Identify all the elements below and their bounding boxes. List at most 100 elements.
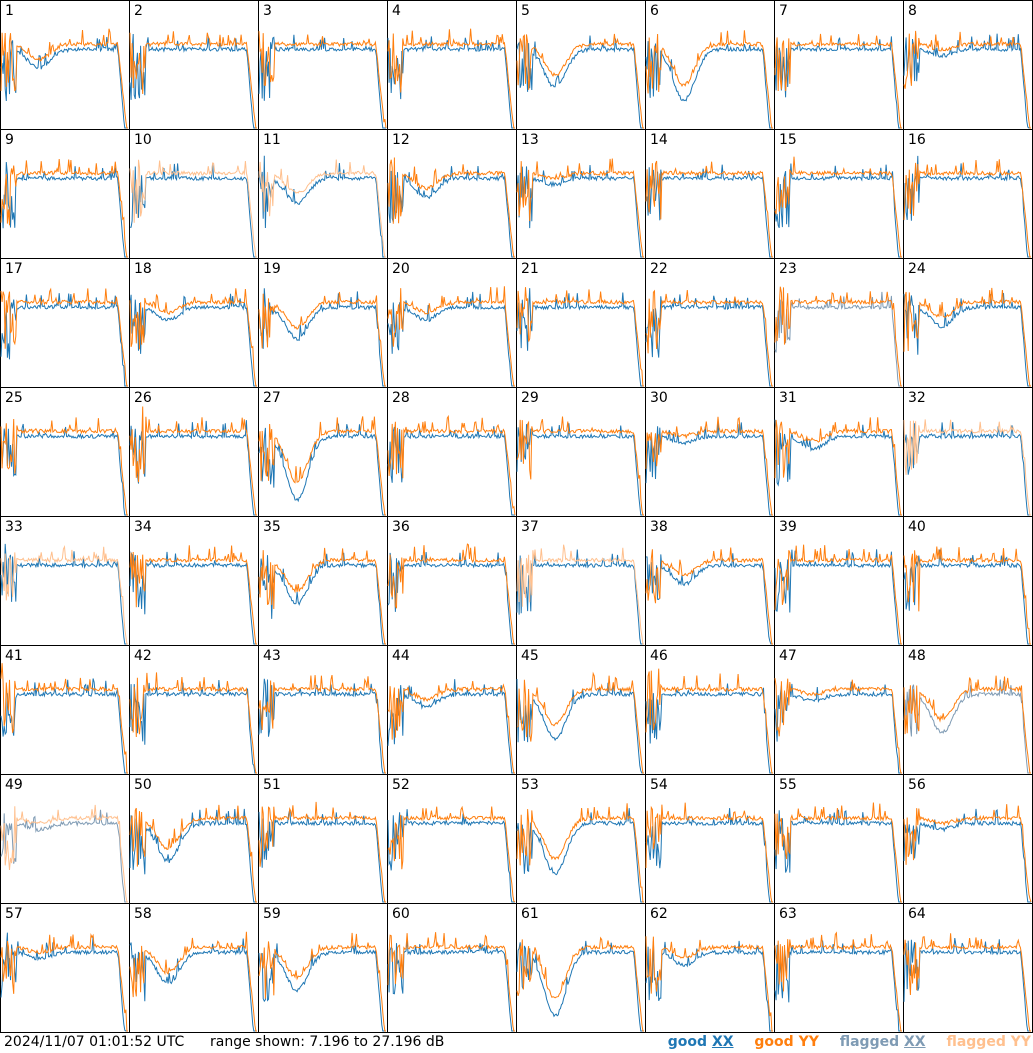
panel-frame [129, 903, 259, 1033]
panel-label: 16 [908, 132, 926, 148]
panel-label: 12 [392, 132, 410, 148]
series-xx [0, 932, 128, 1032]
series-xx [903, 938, 1031, 1032]
panel-frame [645, 516, 775, 646]
series-xx [774, 163, 902, 258]
panel-label: 47 [779, 648, 797, 664]
panel-36: 36 [387, 516, 517, 646]
panel-label: 19 [263, 261, 281, 277]
series-xx [130, 163, 257, 258]
series-xx [516, 940, 644, 1032]
panel-49: 49 [0, 774, 130, 904]
panel-frame [129, 258, 259, 388]
series-xx [129, 33, 257, 129]
panel-label: 3 [263, 3, 272, 19]
panel-frame [0, 0, 130, 130]
series-yy [516, 803, 644, 903]
series-yy [387, 681, 515, 774]
panel-11: 11 [258, 129, 388, 259]
series-xx [516, 164, 644, 258]
panel-label: 38 [650, 519, 668, 535]
panel-47: 47 [774, 645, 904, 775]
panel-3: 3 [258, 0, 388, 130]
panel-label: 56 [908, 777, 926, 793]
series-yy [258, 801, 386, 903]
panel-label: 61 [521, 906, 539, 922]
panel-label: 57 [5, 906, 23, 922]
series-xx [129, 808, 257, 903]
panel-34: 34 [129, 516, 259, 646]
series-xx [0, 161, 128, 258]
series-xx [387, 939, 515, 1032]
panel-label: 55 [779, 777, 797, 793]
series-yy [258, 31, 387, 129]
series-xx [258, 943, 386, 1032]
panel-52: 52 [387, 774, 517, 904]
series-xx [129, 679, 257, 774]
panel-frame [0, 387, 130, 517]
series-xx [516, 549, 644, 645]
panel-label: 59 [263, 906, 281, 922]
panel-label: 53 [521, 777, 539, 793]
series-yy [387, 805, 516, 903]
series-yy [645, 30, 773, 129]
panel-frame [903, 774, 1033, 904]
panel-label: 30 [650, 390, 668, 406]
series-yy [387, 932, 515, 1032]
panel-label: 54 [650, 777, 668, 793]
series-yy [129, 804, 257, 903]
panel-64: 64 [903, 903, 1033, 1033]
series-yy [903, 30, 1031, 129]
series-yy [0, 28, 128, 129]
panel-frame [903, 387, 1033, 517]
panel-51: 51 [258, 774, 388, 904]
panel-frame [774, 645, 904, 775]
panel-label: 26 [134, 390, 152, 406]
panel-6: 6 [645, 0, 775, 130]
panel-38: 38 [645, 516, 775, 646]
panel-label: 34 [134, 519, 152, 535]
series-xx [903, 155, 1031, 258]
panel-frame [387, 0, 517, 130]
series-xx [387, 291, 515, 387]
series-xx [0, 36, 128, 129]
series-xx [258, 809, 386, 903]
series-yy [774, 931, 902, 1032]
panel-label: 23 [779, 261, 797, 277]
series-yy [387, 543, 515, 645]
panel-frame [516, 0, 646, 130]
panel-label: 28 [392, 390, 410, 406]
range-label: range shown: 7.196 to 27.196 dB [210, 1034, 445, 1050]
panel-label: 52 [392, 777, 410, 793]
panel-label: 18 [134, 261, 152, 277]
series-yy [258, 159, 386, 258]
series-yy [516, 936, 644, 1032]
panel-frame [129, 387, 259, 517]
panel-label: 22 [650, 261, 668, 277]
series-yy [774, 33, 902, 129]
series-xx [387, 166, 515, 258]
panel-8: 8 [903, 0, 1033, 130]
panel-31: 31 [774, 387, 904, 517]
series-xx [903, 32, 1031, 129]
series-xx [387, 36, 515, 129]
panel-32: 32 [903, 387, 1033, 517]
panel-frame [903, 258, 1033, 388]
panel-frame [516, 129, 646, 259]
panel-54: 54 [645, 774, 775, 904]
panel-frame [258, 774, 388, 904]
series-yy [516, 416, 644, 516]
panel-label: 39 [779, 519, 797, 535]
panel-22: 22 [645, 258, 775, 388]
panel-label: 13 [521, 132, 539, 148]
series-yy [258, 547, 386, 645]
panel-42: 42 [129, 645, 259, 775]
series-xx [0, 543, 128, 645]
series-yy [645, 802, 773, 903]
panel-24: 24 [903, 258, 1033, 388]
series-yy [774, 802, 902, 903]
panel-15: 15 [774, 129, 904, 259]
panel-label: 2 [134, 3, 143, 19]
panel-30: 30 [645, 387, 775, 517]
